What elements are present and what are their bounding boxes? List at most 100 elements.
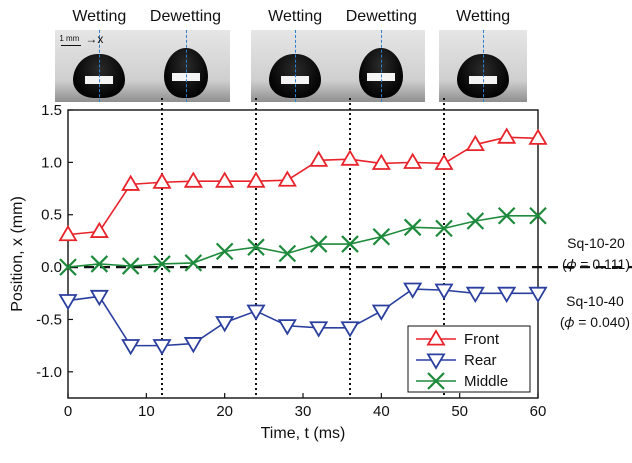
droplet-frame — [439, 30, 528, 102]
droplet-frame — [251, 30, 340, 102]
needle-axis-line — [99, 30, 101, 102]
data-point — [371, 153, 391, 170]
series-rear — [58, 282, 548, 356]
x-tick-label: 10 — [138, 403, 155, 420]
data-point — [309, 321, 329, 338]
data-point — [215, 316, 235, 333]
scale-bar-label: 1 mm — [59, 34, 80, 43]
series-middle — [59, 206, 547, 276]
data-point — [465, 134, 485, 152]
data-point-stroke — [435, 219, 453, 238]
frame-label: Wetting — [456, 8, 511, 25]
series-line — [67, 136, 539, 236]
data-point-stroke — [427, 372, 445, 390]
data-point-stroke — [278, 244, 297, 263]
data-point-stroke — [153, 255, 171, 273]
scale-bar — [61, 45, 82, 46]
data-point — [529, 206, 547, 225]
legend-label: Rear — [464, 352, 497, 369]
data-point — [309, 235, 328, 253]
data-point — [215, 242, 234, 261]
data-point — [403, 218, 422, 237]
data-point — [277, 319, 297, 336]
data-point-stroke — [247, 238, 265, 256]
x-axis-title: Time, t (ms) — [261, 425, 346, 442]
side-label-name: Sq-10-20 — [567, 235, 625, 251]
droplet-frame — [141, 30, 230, 102]
data-point — [426, 353, 446, 370]
data-point — [89, 289, 109, 307]
legend-label: Middle — [464, 373, 508, 390]
x-tick-label: 50 — [451, 403, 468, 420]
data-point — [89, 221, 109, 238]
data-point-stroke — [215, 242, 234, 261]
data-point — [246, 304, 266, 321]
data-point-stroke — [121, 257, 140, 275]
side-label-phi: (𝜙 = 0.111) — [561, 256, 630, 272]
data-point — [371, 304, 391, 321]
data-point — [497, 206, 516, 225]
side-label-sq-10-20: Sq-10-20 (𝜙 = 0.111) — [562, 233, 630, 275]
x-tick-label: 40 — [373, 403, 390, 420]
y-tick-label: -1.0 — [36, 364, 62, 381]
data-point — [184, 254, 203, 272]
data-point — [59, 258, 77, 276]
frame-label: Dewetting — [345, 8, 417, 25]
data-point-stroke — [309, 235, 328, 253]
frame-label: Wetting — [268, 8, 323, 25]
x-tick-label: 20 — [216, 403, 233, 420]
side-label-name: Sq-10-40 — [566, 293, 624, 309]
y-axis-title: Position, x (mm) — [9, 196, 26, 312]
data-point — [403, 282, 423, 299]
legend-label: Front — [464, 331, 500, 348]
data-point-stroke — [497, 206, 516, 225]
data-point — [309, 150, 329, 167]
data-point — [435, 219, 453, 238]
legend: Front Rear Middle — [407, 325, 531, 393]
x-tick-label: 60 — [530, 403, 547, 420]
data-point — [465, 286, 485, 304]
data-point — [403, 152, 423, 169]
side-label-phi: (𝜙 = 0.040) — [559, 314, 630, 330]
y-tick-label: 0.0 — [41, 259, 62, 276]
data-point — [152, 339, 172, 356]
data-point — [340, 149, 360, 166]
data-point — [247, 238, 265, 256]
data-point — [121, 339, 141, 356]
x-tick-label: 30 — [295, 403, 312, 420]
data-point — [434, 153, 454, 170]
y-tick-label: 0.5 — [41, 207, 62, 224]
data-point — [246, 171, 266, 188]
data-point — [497, 127, 517, 144]
data-point-stroke — [372, 227, 391, 246]
needle-axis-line — [381, 30, 383, 102]
y-tick-label: -0.5 — [36, 311, 62, 328]
data-point-stroke — [529, 206, 547, 225]
data-point — [426, 329, 446, 346]
data-point — [466, 212, 485, 230]
droplet-snapshots: Wetting 1 mm →x Dewetting Wetting Dewetting We… — [0, 0, 632, 110]
needle-axis-line — [483, 30, 485, 102]
data-point-stroke — [59, 258, 77, 276]
data-point — [372, 227, 391, 246]
data-point — [528, 128, 548, 145]
data-point — [183, 337, 203, 354]
data-point-stroke — [403, 218, 422, 237]
data-point-stroke — [184, 254, 203, 272]
series-line — [67, 214, 538, 268]
y-tick-label: 1.5 — [41, 102, 62, 119]
data-point — [340, 321, 360, 338]
data-point — [58, 224, 78, 242]
data-point — [121, 257, 140, 275]
data-point — [341, 235, 359, 253]
data-point — [277, 170, 297, 187]
side-label-sq-10-40: Sq-10-40 (𝜙 = 0.040) — [560, 291, 630, 333]
data-point — [278, 244, 297, 263]
x-tick-label: 0 — [64, 403, 72, 420]
data-point — [183, 171, 203, 188]
data-point — [434, 283, 454, 300]
data-point — [528, 286, 548, 304]
data-point-stroke — [341, 235, 359, 253]
